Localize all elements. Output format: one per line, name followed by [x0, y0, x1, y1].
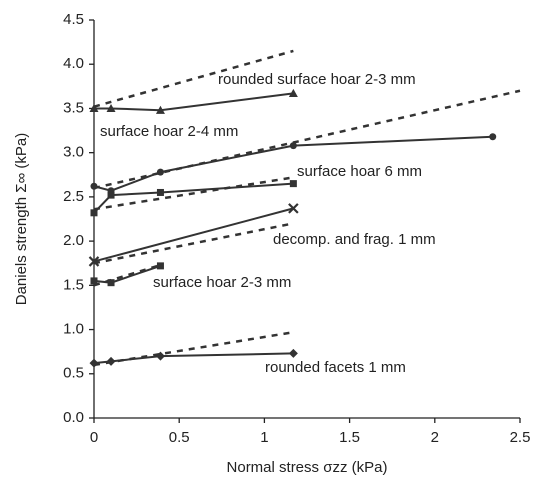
series-line — [93, 352, 294, 365]
y-axis-label: Daniels strength Σ∞ (kPa) — [13, 133, 30, 306]
series-line — [93, 207, 294, 263]
series-label: surface hoar 2-3 mm — [153, 274, 291, 291]
point — [89, 358, 99, 368]
y-tick-label: 1.5 — [63, 276, 84, 293]
x-tick-label: 0.5 — [169, 429, 190, 446]
series-line — [93, 264, 161, 284]
point — [106, 356, 116, 366]
point — [288, 348, 298, 358]
point — [155, 105, 165, 114]
y-tick-label: 3.5 — [63, 99, 84, 116]
x-tick-label: 1 — [260, 429, 268, 446]
y-tick-label: 3.0 — [63, 144, 84, 161]
point — [289, 142, 297, 150]
point — [107, 191, 115, 199]
point — [90, 182, 98, 190]
fit-line — [93, 222, 294, 265]
point — [288, 203, 299, 214]
fit-line — [93, 176, 294, 211]
point — [106, 103, 116, 113]
y-tick-label: 2.0 — [63, 232, 84, 249]
point — [89, 103, 99, 113]
point — [289, 180, 297, 188]
series-label: rounded surface hoar 2-3 mm — [218, 71, 416, 88]
point — [156, 188, 164, 196]
series-label: rounded facets 1 mm — [265, 359, 406, 376]
series-label: decomp. and frag. 1 mm — [273, 231, 436, 248]
y-tick-label: 0.5 — [63, 365, 84, 382]
y-tick-label: 4.0 — [63, 55, 84, 72]
series-line — [93, 182, 294, 214]
x-tick-label: 2 — [431, 429, 439, 446]
y-tick-label: 1.0 — [63, 321, 84, 338]
y-tick-label: 2.5 — [63, 188, 84, 205]
point — [107, 279, 115, 287]
point — [155, 351, 165, 361]
point — [90, 209, 98, 217]
y-tick-label: 4.5 — [63, 11, 84, 28]
series-label: surface hoar 2-4 mm — [100, 123, 238, 140]
series-line — [94, 92, 294, 112]
point — [489, 133, 497, 141]
point — [156, 262, 164, 270]
x-tick-label: 2.5 — [510, 429, 531, 446]
x-tick-label: 0 — [90, 429, 98, 446]
point — [156, 168, 164, 176]
x-axis-label: Normal stress σzz (kPa) — [227, 459, 388, 476]
point — [88, 256, 100, 267]
point — [288, 88, 298, 98]
fit-line — [93, 49, 294, 108]
x-tick-label: 1.5 — [339, 429, 360, 446]
series-label: surface hoar 6 mm — [297, 163, 422, 180]
fit-line — [93, 330, 294, 367]
y-tick-label: 0.0 — [63, 409, 84, 426]
point — [90, 277, 98, 285]
